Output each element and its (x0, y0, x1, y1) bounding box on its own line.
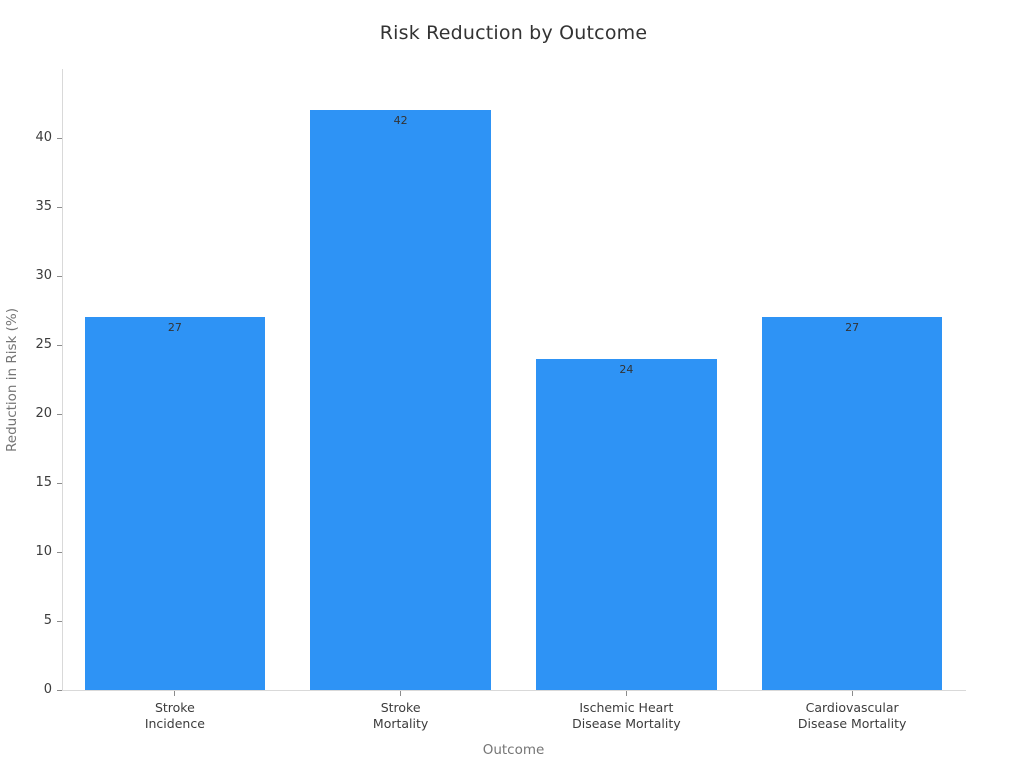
y-tick-label: 40 (35, 130, 52, 145)
y-tick-mark (57, 137, 62, 139)
x-category-label: Stroke Incidence (144, 700, 205, 731)
bar (310, 110, 491, 690)
bar (761, 317, 943, 690)
y-tick-label: 0 (43, 682, 52, 697)
bar-value-label: 27 (167, 321, 182, 335)
y-tick-mark (57, 344, 62, 346)
x-axis-label: Outcome (482, 742, 545, 758)
bar-value-label: 24 (619, 362, 634, 376)
y-tick-label: 15 (35, 475, 52, 490)
chart-title: Risk Reduction by Outcome (379, 22, 648, 44)
plot-area (62, 69, 966, 691)
y-tick-mark (57, 551, 62, 553)
x-tick-mark (851, 691, 853, 696)
x-category-label: Cardiovascular Disease Mortality (797, 700, 907, 731)
y-tick-mark (57, 413, 62, 415)
y-tick-mark (57, 689, 62, 691)
y-tick-label: 30 (35, 268, 52, 283)
y-tick-label: 35 (35, 199, 52, 214)
y-tick-label: 10 (35, 544, 52, 559)
x-tick-mark (400, 691, 402, 696)
x-tick-mark (625, 691, 627, 696)
y-tick-mark (57, 620, 62, 622)
bar-value-label: 27 (845, 321, 860, 335)
bar-value-label: 42 (393, 114, 408, 128)
x-tick-mark (174, 691, 176, 696)
y-axis-label: Reduction in Risk (%) (4, 307, 20, 453)
y-tick-label: 25 (35, 337, 52, 352)
y-tick-label: 5 (43, 613, 52, 628)
bar (536, 358, 717, 690)
x-category-label: Stroke Mortality (372, 700, 429, 731)
y-tick-mark (57, 275, 62, 277)
y-tick-mark (57, 206, 62, 208)
bar (84, 317, 266, 690)
x-category-label: Ischemic Heart Disease Mortality (572, 700, 681, 731)
y-tick-label: 20 (35, 406, 52, 421)
y-tick-mark (57, 482, 62, 484)
